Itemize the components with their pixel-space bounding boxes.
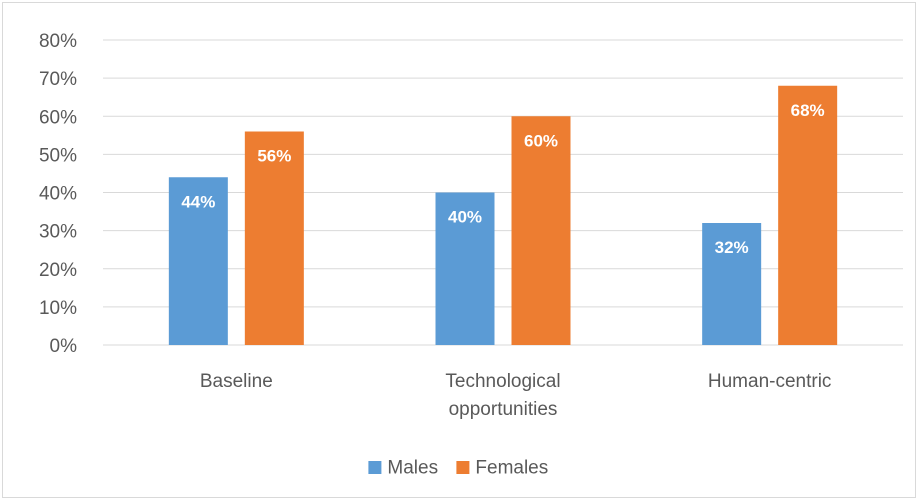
x-axis: Baseline Technological opportunities Human-… xyxy=(200,371,832,420)
legend-swatch xyxy=(368,461,382,474)
bar xyxy=(778,85,838,345)
y-tick-label: 70% xyxy=(39,69,77,90)
bar xyxy=(511,116,571,345)
legend-label: Males xyxy=(387,458,438,479)
data-label: 40% xyxy=(448,208,482,227)
bar xyxy=(702,223,762,345)
data-label: 32% xyxy=(715,238,749,257)
data-label: 44% xyxy=(181,192,215,211)
y-tick-label: 60% xyxy=(39,107,77,128)
x-category-label: Human-centric xyxy=(708,371,832,392)
y-tick-label: 30% xyxy=(39,222,77,243)
y-tick-label: 20% xyxy=(39,260,77,281)
y-axis: 0% 10% 20% 30% 40% 50% 60% 70% 80% xyxy=(39,31,77,357)
x-category-label: Technological xyxy=(445,371,560,392)
gridlines xyxy=(103,39,903,346)
y-tick-label: 50% xyxy=(39,145,77,166)
bar xyxy=(435,192,495,345)
y-tick-label: 10% xyxy=(39,298,77,319)
bar xyxy=(244,131,304,345)
data-label: 60% xyxy=(524,131,558,150)
y-tick-label: 80% xyxy=(39,31,77,52)
bars: 44% 56% 40% 60% 32% 68% xyxy=(168,85,838,345)
y-tick-label: 0% xyxy=(50,336,78,357)
data-label: 56% xyxy=(257,147,291,166)
x-category-label: opportunities xyxy=(449,399,558,420)
y-tick-label: 40% xyxy=(39,184,77,205)
x-category-label: Baseline xyxy=(200,371,273,392)
bar xyxy=(168,177,228,345)
legend-swatch xyxy=(456,461,470,474)
data-label: 68% xyxy=(791,101,825,120)
legend-label: Females xyxy=(475,458,548,479)
legend: Males Females xyxy=(368,458,548,479)
